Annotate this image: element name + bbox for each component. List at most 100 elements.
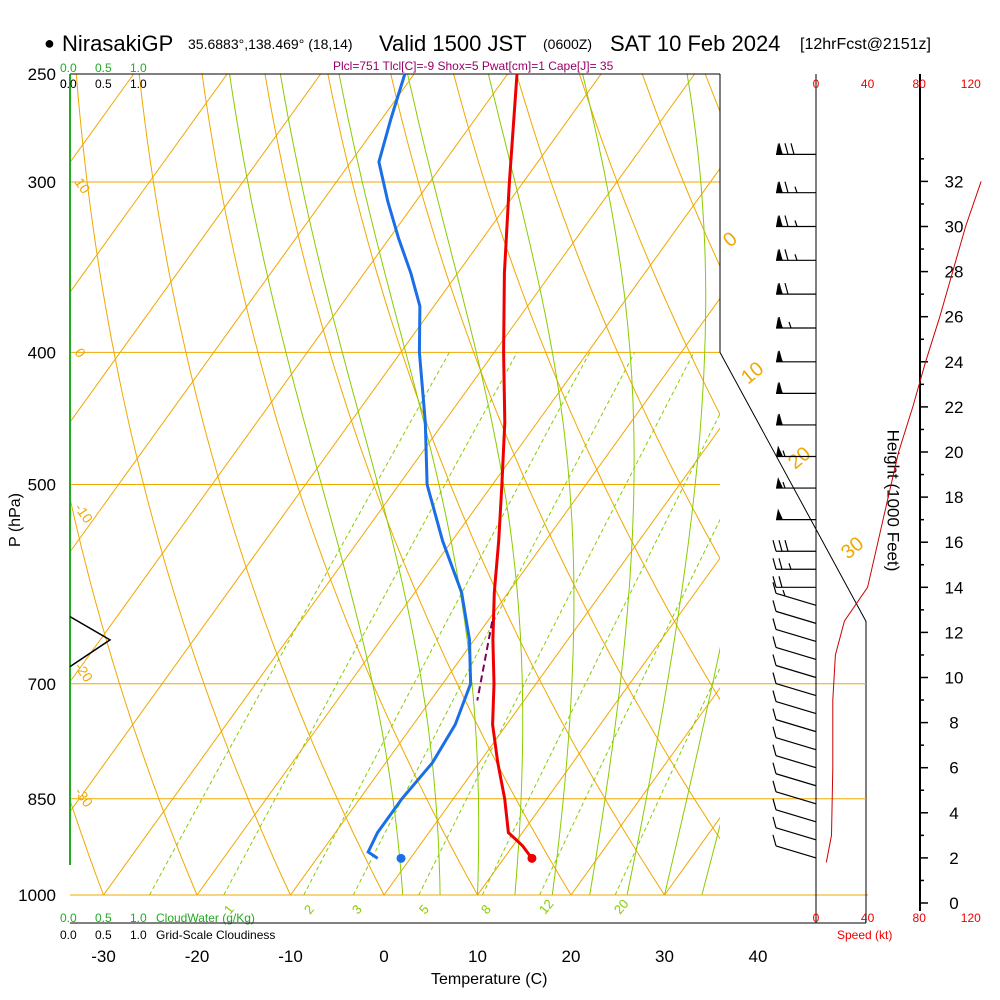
dry-adiabat-label: 10: [737, 358, 768, 389]
cloudiness-tick-bottom: 0.0: [60, 928, 77, 942]
wind-barb: [772, 816, 817, 841]
dry-adiabat-line: [578, 74, 720, 416]
cloudwater-tick-top: 0.0: [60, 61, 77, 75]
isotherm-line: [758, 74, 1000, 895]
wind-barb: [776, 413, 816, 426]
wind-barb: [772, 798, 817, 823]
speed-tick-bottom: 80: [913, 911, 927, 925]
wind-barb: [776, 477, 816, 489]
moist-adiabat-line: [664, 646, 720, 895]
speed-tick-bottom: 0: [813, 911, 820, 925]
cloudwater-label: CloudWater (g/Kg): [156, 911, 255, 925]
wind-barb: [772, 582, 817, 606]
valid-date: SAT 10 Feb 2024: [610, 31, 781, 56]
wind-barb: [776, 316, 816, 329]
dry-adiabat-line: [0, 74, 10, 895]
isotherm-line: [70, 74, 509, 683]
temperature-tick-label: -20: [185, 947, 210, 966]
wind-barb: [772, 618, 817, 642]
pressure-tick-label: 850: [28, 790, 56, 809]
moist-adiabat-line: [626, 74, 707, 895]
moist-adiabat-line: [487, 74, 575, 895]
valid-zulu: (0600Z): [543, 36, 593, 52]
temperature-line: [491, 73, 534, 860]
pressure-tick-label: 700: [28, 675, 56, 694]
wind-barb: [772, 654, 817, 679]
speed-tick-top: 40: [861, 77, 875, 91]
cloudiness-line: [69, 616, 112, 668]
isotherm-line: [70, 74, 228, 294]
isotherm-label: 0: [72, 345, 90, 361]
isotherm-line: [477, 557, 720, 895]
height-tick-label: 20: [945, 443, 964, 462]
cloudwater-tick-bottom: 1.0: [130, 911, 147, 925]
isotherm-line: [70, 74, 415, 553]
wind-barb: [776, 249, 816, 261]
height-tick-label: 8: [949, 714, 958, 733]
mixing-ratio-line: [149, 352, 450, 895]
height-tick-label: 16: [945, 533, 964, 552]
height-tick-label: 10: [945, 669, 964, 688]
pressure-tick-label: 250: [28, 65, 56, 84]
dry-adiabat-line: [264, 74, 572, 895]
moist-adiabat-line: [229, 74, 404, 895]
cloudwater-tick-top: 1.0: [130, 61, 147, 75]
wind-barb: [772, 780, 817, 805]
wind-barb: [772, 762, 817, 787]
cloudiness-tick-top: 1.0: [130, 77, 147, 91]
cloudiness-tick-top: 0.0: [60, 77, 77, 91]
mixing-ratio-line: [539, 518, 720, 895]
dry-adiabat-line: [516, 74, 720, 560]
wind-barb: [772, 540, 816, 552]
moist-adiabat-line: [582, 74, 635, 895]
isotherm-line: [103, 74, 696, 895]
dry-adiabat-line: [453, 74, 720, 701]
mixing-ratio-line: [303, 352, 591, 895]
hodo-panel-outline: [719, 352, 867, 923]
wind-barb: [772, 834, 817, 859]
wind-barb: [772, 558, 816, 570]
wind-barb: [772, 690, 817, 715]
cloudiness-label: Grid-Scale Cloudiness: [156, 928, 276, 942]
mixing-ratio-label: 2: [301, 902, 317, 917]
temperature-tick-label: 0: [379, 947, 388, 966]
valid-time: Valid 1500 JST: [379, 31, 527, 56]
wind-barb: [772, 600, 817, 624]
moist-adiabat-line: [701, 823, 720, 895]
dry-adiabat-line: [138, 74, 385, 895]
wind-barb: [776, 382, 816, 394]
cloudiness-tick-top: 0.5: [95, 77, 112, 91]
dry-adiabat-line: [957, 74, 1000, 895]
height-tick-label: 30: [945, 218, 964, 237]
wind-barb: [772, 672, 817, 697]
cloudiness-tick-top: 0: [60, 77, 67, 91]
wind-barb: [776, 181, 816, 194]
speed-tick-bottom: 120: [961, 911, 981, 925]
height-tick-label: 32: [945, 172, 964, 191]
wind-barb: [772, 744, 817, 769]
isotherm-label: 10: [72, 175, 94, 197]
mixing-ratio-label: 12: [536, 896, 557, 917]
cloudwater-tick-bottom: 0.5: [95, 911, 112, 925]
speed-tick-top: 80: [913, 77, 927, 91]
pressure-tick-label: 1000: [18, 886, 56, 905]
cloudwater-tick-top: 0.5: [95, 61, 112, 75]
wind-barb: [776, 143, 816, 155]
isotherm-line: [290, 297, 720, 895]
cloudiness-tick-bottom: 1.0: [130, 928, 147, 942]
moist-adiabat-line: [338, 74, 480, 895]
cloudwater-tick-bottom: 0.0: [60, 911, 77, 925]
height-tick-label: 4: [949, 804, 958, 823]
mixing-ratio-label: 3: [349, 902, 365, 917]
mixing-ratio-line: [418, 352, 695, 895]
pressure-tick-label: 500: [28, 476, 56, 495]
station-coords: 35.6883°,138.469° (18,14): [188, 36, 353, 52]
height-tick-label: 14: [945, 578, 964, 597]
dry-adiabat-line: [768, 74, 1000, 895]
isotherm-line: [852, 74, 1000, 895]
cloudiness-tick-bottom: 0.5: [95, 928, 112, 942]
dry-adiabat-line: [327, 74, 665, 895]
parcel-params: Plcl=751 Tlcl[C]=-9 Shox=5 Pwat[cm]=1 Ca…: [333, 59, 614, 73]
